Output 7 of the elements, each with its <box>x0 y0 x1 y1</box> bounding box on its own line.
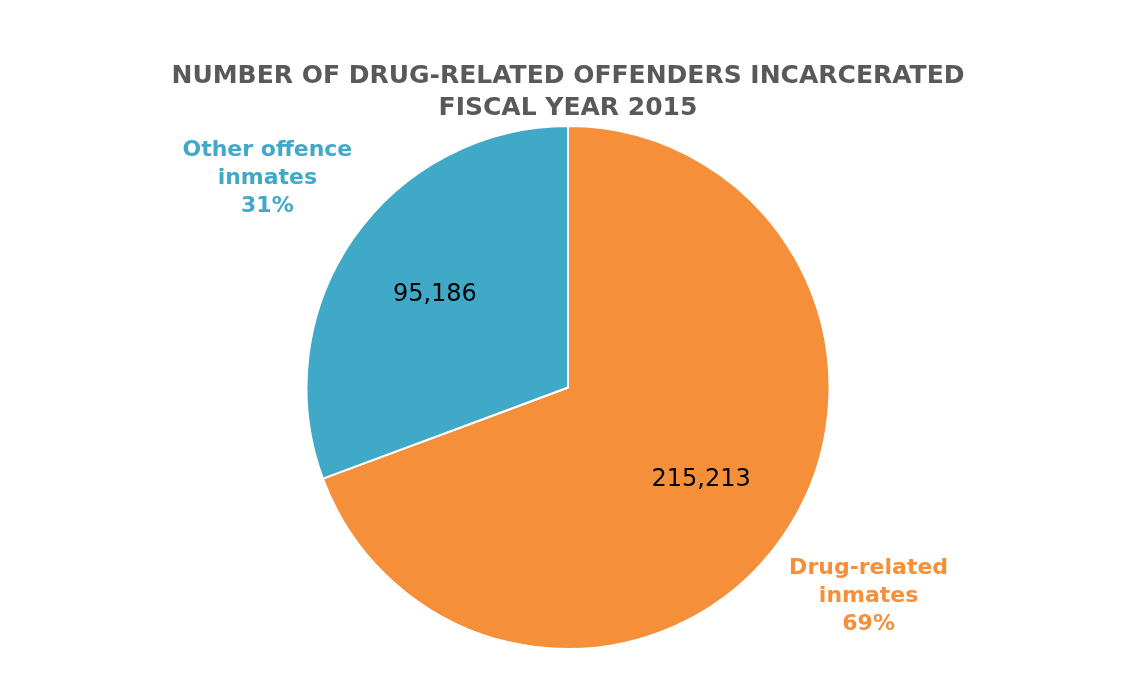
text: 69% <box>842 610 895 636</box>
text: 31% <box>241 192 294 218</box>
slice-label: Drug-related inmates <box>789 554 949 608</box>
data-label: 215,213 <box>651 464 751 493</box>
chart-title: NUMBER OF DRUG-RELATED OFFENDERS INCARCERATED FISCAL YEAR 2015 <box>171 59 965 122</box>
data-label: 95,186 <box>392 279 477 308</box>
slice-label: Other offence inmates <box>182 136 353 190</box>
